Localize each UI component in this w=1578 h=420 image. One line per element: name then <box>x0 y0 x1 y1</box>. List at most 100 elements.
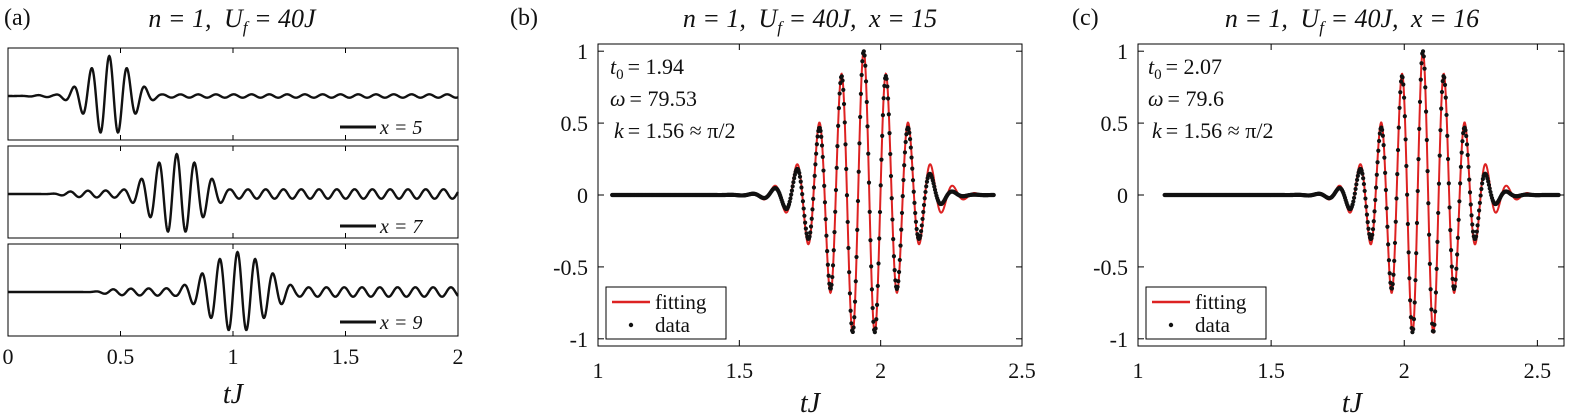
panel-b-data-point <box>840 78 845 83</box>
panel-c-data-point <box>1396 125 1401 130</box>
panel-b-data-point <box>878 183 883 188</box>
panel-b-xtick-label: 1.5 <box>726 358 754 383</box>
panel-c-data-point <box>1393 219 1398 224</box>
panel-b-data-point <box>891 254 897 259</box>
panel-c-data-point <box>1411 327 1416 332</box>
panel-c-legend-fitting: fitting <box>1195 290 1247 314</box>
panel-b-data-point <box>874 302 880 307</box>
panel-b-data-point <box>910 166 915 171</box>
panel-b-data-point <box>885 96 891 101</box>
panel-b-data-point <box>909 155 914 160</box>
panel-b-data-point <box>913 219 919 224</box>
panel-c-data-point <box>1445 156 1451 162</box>
panel-c-data-point <box>1454 266 1459 271</box>
panel-c-data-point <box>1401 95 1407 100</box>
panel-c-data-point <box>1401 82 1406 87</box>
panel-b-data-point <box>819 134 824 139</box>
panel-c-data-point <box>1480 181 1485 186</box>
panel-c-ytick-label: 1 <box>1117 39 1128 64</box>
panel-a-series-3 <box>8 250 459 332</box>
panel-b-data-point <box>899 210 905 216</box>
panel-b-data-point <box>919 223 924 228</box>
panel-c-data-point <box>1457 199 1462 204</box>
panel-b-data-point <box>881 96 886 101</box>
panel-b-data-point <box>804 231 809 236</box>
panel-b-data-point <box>865 124 870 129</box>
panel-c-data-point <box>1439 106 1444 111</box>
panel-c-data-point <box>1434 266 1439 271</box>
panel-b-data-point <box>851 325 856 330</box>
panel-b-data-point <box>872 330 877 335</box>
panel-c-data-point <box>1405 192 1410 197</box>
panel-c-data-point <box>1403 137 1408 142</box>
panel-b-data-point <box>788 196 793 201</box>
panel-c-data-point <box>1421 54 1426 59</box>
panel-c-data-point <box>1416 157 1421 162</box>
panel-b-annot-omega: ω = 79.53 <box>610 86 697 111</box>
legend-x7: x = 7 <box>379 216 423 238</box>
panel-c-data-point <box>1415 188 1420 194</box>
panel-c-data-point <box>1422 66 1427 71</box>
panel-a-xtick-label: 0.5 <box>107 344 135 369</box>
panel-b-data-point <box>920 216 925 222</box>
panel-b-data-point <box>854 254 859 260</box>
panel-a: (a) n = 1, Uf = 40J 0 0.5 1 1.5 2 x = 5 x = … <box>3 4 464 410</box>
panel-c-annot-k: k = 1.56 ≈ π/2 <box>1152 118 1273 143</box>
panel-b-data-point <box>866 180 872 185</box>
panel-c-data-point <box>1405 221 1410 227</box>
panel-b-data-point <box>870 305 875 311</box>
panel-b-data-point <box>809 216 814 221</box>
panel-c-annot-omega: ω = 79.6 <box>1148 86 1224 111</box>
panel-c-data-point <box>1453 277 1458 282</box>
panel-c-data-point <box>1351 199 1356 204</box>
panel-b-data-point <box>896 279 901 284</box>
panel-c-data-point <box>1433 290 1439 295</box>
panel-c-data-point <box>1439 89 1445 95</box>
panel-b-data-point <box>814 151 819 156</box>
panel-c-data-point <box>1461 131 1466 136</box>
panel-b-xtick-label: 2.5 <box>1008 358 1036 383</box>
panel-b-data-point <box>799 185 804 190</box>
panel-b-data-point <box>830 263 836 268</box>
panel-c-data-point <box>1468 202 1473 207</box>
panel-a-tag: (a) <box>4 5 31 31</box>
panel-b-data-point <box>885 84 890 89</box>
panel-c-data-point <box>1417 126 1422 131</box>
panel-b-data-point <box>811 196 816 201</box>
panel-a-xtick-label: 2 <box>453 344 464 369</box>
panel-b-data-point <box>879 157 884 162</box>
panel-c-data-point <box>1363 196 1368 201</box>
panel-c-data-point <box>1464 142 1470 147</box>
panel-b-data-point <box>792 176 797 181</box>
panel-c-data-point <box>1365 220 1370 225</box>
panel-c-ytick-label: 0.5 <box>1101 111 1129 136</box>
panel-c-data-point <box>1446 181 1451 186</box>
panel-b-data-point <box>810 207 815 212</box>
panel-c-data-point <box>1364 204 1369 209</box>
panel-b-data-point <box>852 299 858 304</box>
panel-b-data-point <box>849 321 854 326</box>
panel-b-data-point <box>844 166 849 172</box>
panel-c-data-point <box>1395 147 1401 153</box>
panel-c-data-point <box>1372 209 1377 214</box>
panel-b-data-point <box>845 219 850 225</box>
panel-b-data-point <box>889 196 894 201</box>
panel-b-data-point <box>906 126 911 131</box>
panel-b-data-point <box>907 137 913 142</box>
panel-b-data-point <box>790 184 795 189</box>
panel-b-data-point <box>833 209 838 214</box>
panel-b-data-point <box>902 150 908 155</box>
panel-b-data-point <box>823 217 828 222</box>
panel-b-data-point <box>875 283 880 289</box>
panel-c-data-point <box>1427 261 1432 266</box>
panel-b-data-point <box>877 236 882 241</box>
panel-c-data-point <box>1459 150 1464 155</box>
panel-c-data-point <box>1465 152 1470 158</box>
panel-b-data-point <box>867 209 872 214</box>
panel-b-data-point <box>897 257 902 263</box>
panel-c-data-point <box>1438 128 1443 133</box>
panel-b-data-point <box>910 178 916 183</box>
legend-x5: x = 5 <box>379 117 422 139</box>
panel-c-data-point <box>1487 186 1492 191</box>
panel-a-legend-2: x = 7 <box>340 216 423 238</box>
